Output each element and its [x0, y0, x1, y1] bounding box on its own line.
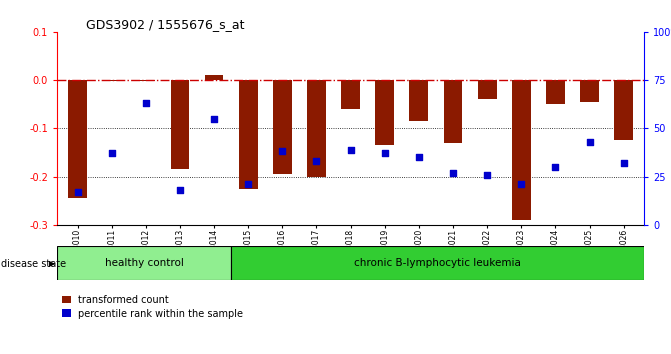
Bar: [102, 80, 121, 81]
Text: chronic B-lymphocytic leukemia: chronic B-lymphocytic leukemia: [354, 258, 521, 268]
Bar: [205, 75, 223, 80]
Point: [106, 150, 117, 156]
Bar: [580, 80, 599, 102]
Point: [345, 147, 356, 152]
Point: [140, 101, 151, 106]
Bar: [170, 80, 189, 169]
Point: [516, 182, 527, 187]
Bar: [375, 80, 394, 145]
Bar: [231, 246, 644, 280]
Point: [243, 182, 254, 187]
Text: healthy control: healthy control: [105, 258, 183, 268]
Point: [379, 150, 390, 156]
Point: [448, 170, 458, 176]
Point: [584, 139, 595, 145]
Text: GDS3902 / 1555676_s_at: GDS3902 / 1555676_s_at: [87, 18, 245, 31]
Point: [209, 116, 219, 121]
Bar: [512, 80, 531, 220]
Bar: [273, 80, 292, 174]
Point: [277, 149, 288, 154]
Bar: [239, 80, 258, 189]
Point: [550, 164, 561, 170]
Bar: [68, 80, 87, 198]
Bar: [614, 80, 633, 141]
Bar: [444, 80, 462, 143]
Point: [618, 160, 629, 166]
Legend: transformed count, percentile rank within the sample: transformed count, percentile rank withi…: [62, 295, 244, 319]
Bar: [136, 80, 155, 81]
Bar: [409, 80, 428, 121]
Text: ▶: ▶: [49, 259, 56, 268]
Point: [482, 172, 493, 177]
Bar: [342, 80, 360, 109]
Bar: [478, 80, 497, 99]
Bar: [546, 80, 565, 104]
Point: [174, 187, 185, 193]
Point: [413, 154, 424, 160]
Point: [311, 158, 322, 164]
Point: [72, 189, 83, 195]
Bar: [307, 80, 326, 177]
Text: disease state: disease state: [1, 259, 66, 269]
Bar: [57, 246, 231, 280]
